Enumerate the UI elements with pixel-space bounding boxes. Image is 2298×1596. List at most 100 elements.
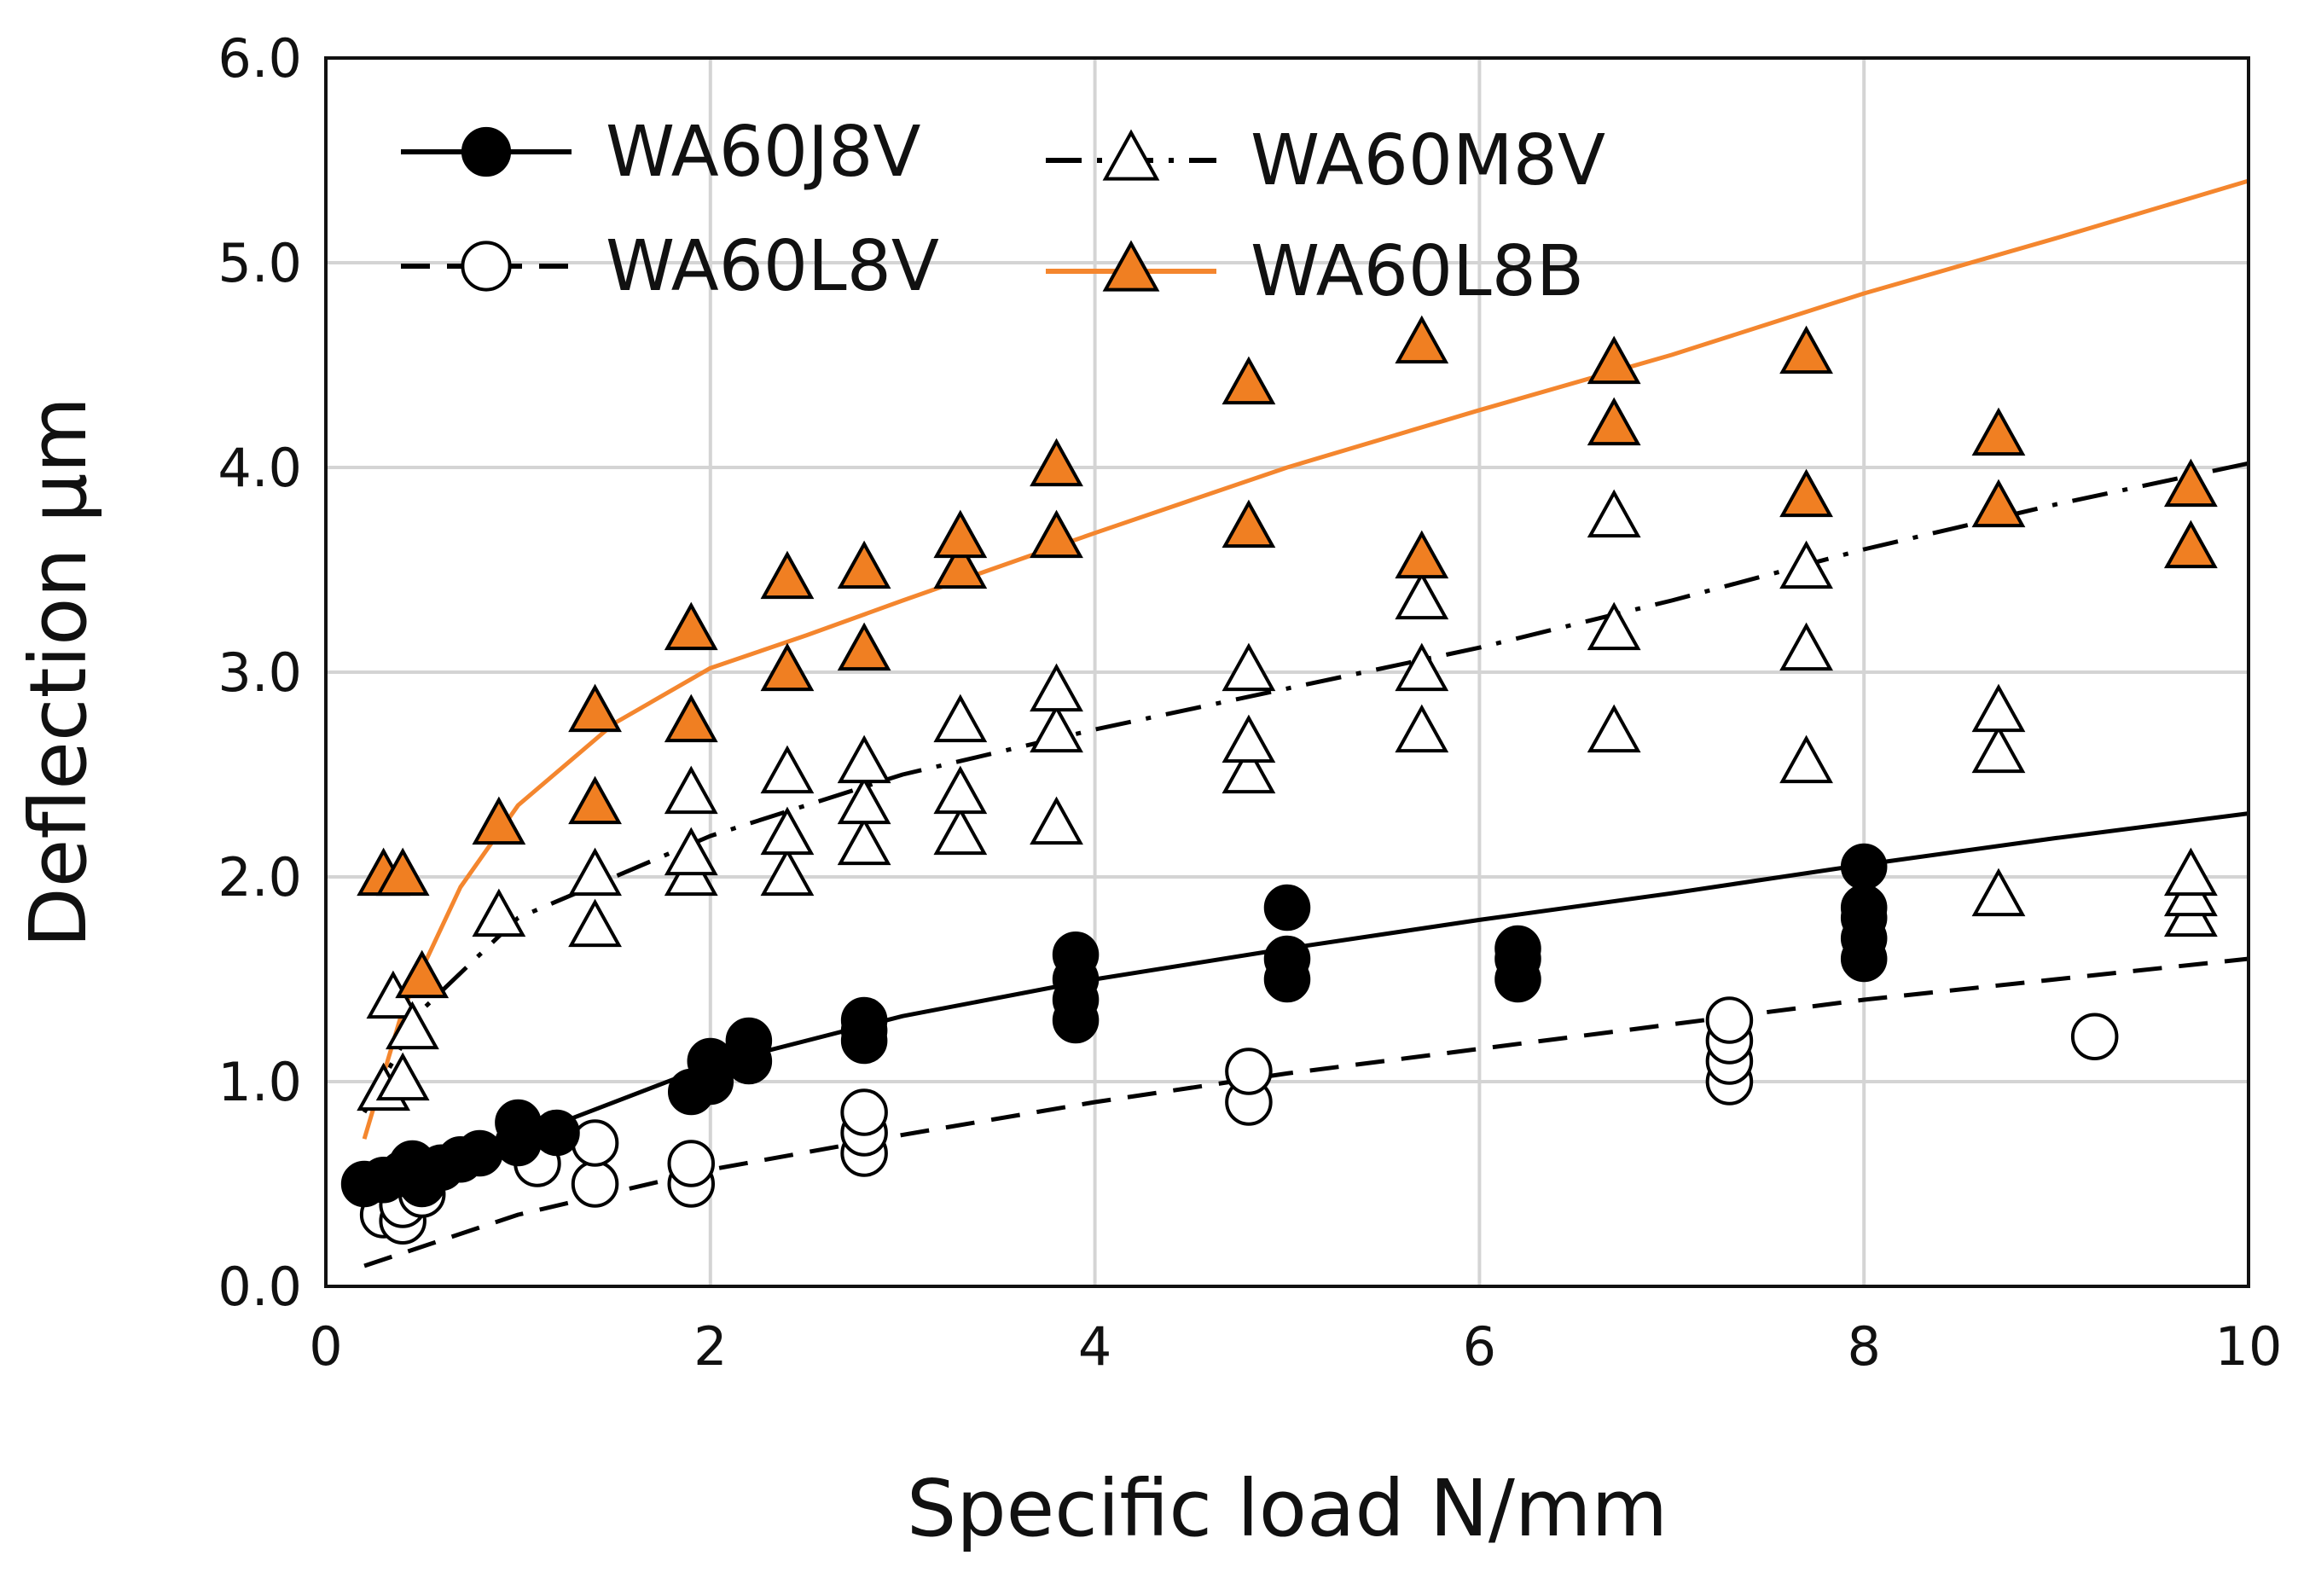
point-wa60m8v	[1222, 745, 1276, 794]
point-wa60m8v	[1779, 622, 1833, 671]
x-tick-label: 10	[2215, 1315, 2283, 1378]
point-wa60j8v	[1494, 925, 1541, 972]
point-wa60l8b	[1030, 438, 1083, 487]
point-wa60l8v	[571, 1160, 619, 1208]
y-tick-label: 1.0	[218, 1051, 302, 1113]
data-points	[340, 315, 2218, 1245]
point-wa60l8b	[395, 949, 450, 999]
point-wa60j8v	[495, 1119, 542, 1167]
legend-marker-wa60l8v	[461, 241, 512, 292]
point-wa60m8v	[1587, 601, 1641, 651]
legend-marker-wa60j8v	[461, 126, 512, 177]
point-wa60l8b	[2163, 458, 2218, 508]
point-wa60m8v	[1587, 489, 1641, 538]
point-wa60j8v	[1840, 884, 1888, 931]
point-wa60l8v	[571, 1119, 619, 1167]
point-wa60l8b	[1395, 530, 1449, 579]
point-wa60m8v	[1971, 683, 2026, 733]
point-wa60l8b	[837, 622, 891, 671]
point-wa60m8v	[1587, 704, 1641, 753]
plot-frame	[324, 56, 2250, 1288]
point-wa60l8v	[840, 1088, 888, 1136]
point-wa60m8v	[1779, 540, 1833, 589]
point-wa60m8v	[837, 775, 891, 825]
point-wa60l8b	[472, 796, 526, 845]
point-wa60m8v	[933, 806, 988, 856]
point-wa60m8v	[568, 898, 622, 948]
y-axis-title: Deflection μm	[13, 397, 104, 948]
point-wa60m8v	[1779, 734, 1833, 784]
point-wa60j8v	[725, 1017, 773, 1065]
point-wa60m8v	[1395, 571, 1449, 620]
point-wa60m8v	[1395, 642, 1449, 692]
point-wa60l8v	[1225, 1048, 1273, 1095]
point-wa60l8v	[667, 1140, 716, 1187]
point-wa60m8v	[760, 847, 815, 897]
series-wa60j8v	[340, 843, 1888, 1208]
point-wa60m8v	[760, 806, 815, 856]
point-wa60l8b	[568, 683, 622, 733]
point-wa60l8b	[1971, 407, 2026, 456]
y-tick-label: 0.0	[218, 1256, 302, 1318]
point-wa60m8v	[2163, 847, 2218, 897]
point-wa60m8v	[933, 765, 988, 815]
legend-item-wa60l8b: WA60L8B	[1046, 231, 1584, 312]
series-wa60m8v	[357, 489, 2218, 1111]
legend-label-wa60l8v: WA60L8V	[606, 226, 939, 307]
point-wa60m8v	[933, 694, 988, 743]
point-wa60j8v	[1263, 884, 1311, 931]
point-wa60l8b	[760, 550, 815, 600]
point-wa60m8v	[837, 734, 891, 784]
point-wa60l8b	[1222, 356, 1276, 405]
point-wa60m8v	[1971, 868, 2026, 917]
point-wa60m8v	[375, 1052, 430, 1101]
point-wa60m8v	[386, 1001, 439, 1050]
point-wa60j8v	[1052, 931, 1100, 978]
point-wa60m8v	[760, 745, 815, 794]
x-tick-label: 2	[693, 1315, 727, 1378]
point-wa60j8v	[1840, 843, 1888, 891]
point-wa60j8v	[840, 1007, 888, 1054]
y-tick-label: 5.0	[218, 232, 302, 294]
legend-label-wa60j8v: WA60J8V	[606, 112, 920, 193]
point-wa60l8b	[1779, 325, 1833, 374]
point-wa60m8v	[1222, 714, 1276, 763]
x-tick-label: 8	[1847, 1315, 1880, 1378]
point-wa60m8v	[472, 888, 526, 937]
point-wa60l8b	[2163, 519, 2218, 569]
point-wa60j8v	[456, 1129, 503, 1177]
point-wa60l8b	[837, 540, 891, 589]
x-tick-label: 6	[1463, 1315, 1496, 1378]
legend-label-wa60m8v: WA60M8V	[1251, 120, 1605, 201]
y-tick-label: 2.0	[218, 846, 302, 908]
point-wa60l8v	[1705, 996, 1754, 1044]
point-wa60l8b	[1030, 509, 1083, 559]
point-wa60l8b	[1587, 335, 1641, 385]
point-wa60m8v	[664, 765, 718, 815]
point-wa60m8v	[664, 827, 718, 876]
x-axis-title: Specific load N/mm	[907, 1463, 1668, 1554]
x-tick-label: 0	[309, 1315, 342, 1378]
point-wa60l8b	[1222, 499, 1276, 548]
point-wa60l8b	[375, 847, 430, 897]
point-wa60m8v	[1030, 796, 1083, 845]
x-tick-label: 4	[1078, 1315, 1111, 1378]
series-wa60l8b	[357, 315, 2218, 999]
point-wa60l8b	[664, 694, 718, 743]
point-wa60l8b	[1395, 315, 1449, 364]
point-wa60l8b	[933, 509, 988, 559]
y-tick-label: 6.0	[218, 27, 302, 90]
point-wa60m8v	[568, 847, 622, 897]
legend-label-wa60l8b: WA60L8B	[1251, 231, 1584, 312]
point-wa60j8v	[533, 1109, 580, 1157]
legend: WA60J8V WA60L8V WA60M8V WA60L8B	[401, 112, 1605, 312]
point-wa60l8b	[1779, 468, 1833, 518]
legend-item-wa60l8v: WA60L8V	[401, 226, 939, 307]
point-wa60j8v	[1263, 935, 1311, 983]
trend-line-wa60l8b	[362, 178, 2249, 1140]
point-wa60m8v	[1222, 642, 1276, 692]
trend-line-wa60l8v	[363, 956, 2249, 1268]
axis-ticks: 0.0 1.0 2.0 3.0 4.0 5.0 6.0 0 2 4 6 8 10	[218, 27, 2282, 1378]
